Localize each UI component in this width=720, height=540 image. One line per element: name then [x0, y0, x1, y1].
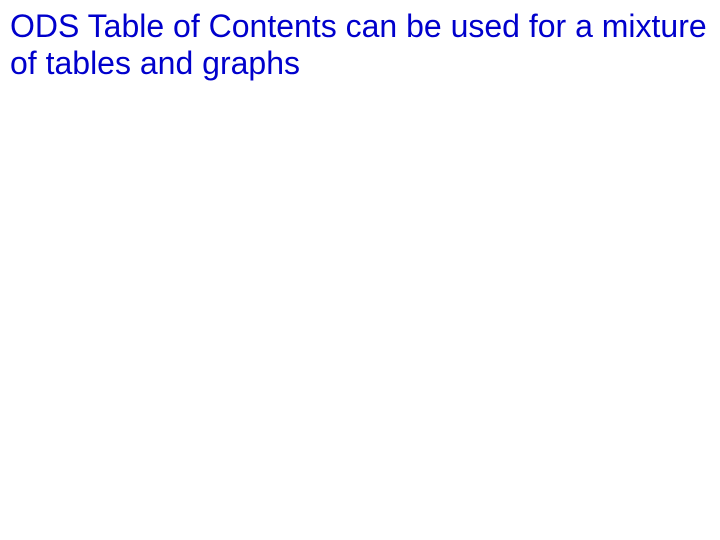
slide-title: ODS Table of Contents can be used for a …: [10, 8, 710, 82]
slide-container: ODS Table of Contents can be used for a …: [0, 0, 720, 540]
